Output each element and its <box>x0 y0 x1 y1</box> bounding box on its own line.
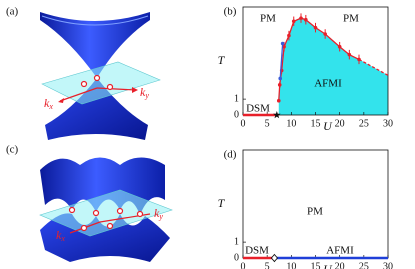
x-tick-label: 30 <box>383 118 393 129</box>
phase-label: PM <box>307 206 323 218</box>
x-tick-label: 15 <box>311 118 321 129</box>
k-symbol: k <box>154 206 160 220</box>
k-subscript: y <box>158 212 163 221</box>
x-tick-label: 20 <box>335 261 345 269</box>
phase-boundary <box>358 58 389 76</box>
phase-label: PM <box>260 13 276 25</box>
x-tick-label: 0 <box>241 261 246 269</box>
panel-label: (a) <box>6 6 19 18</box>
k-symbol: k <box>44 96 50 110</box>
phase-label: AFMI <box>326 245 354 257</box>
data-point <box>278 76 283 81</box>
k-subscript: y <box>144 91 149 100</box>
k-label: kx <box>56 228 65 243</box>
y-axis-label: T <box>218 53 226 67</box>
x-tick-label: 5 <box>265 261 270 269</box>
phase-region <box>359 59 388 115</box>
x-tick-label: 15 <box>311 261 321 269</box>
panel-label: (d) <box>224 149 237 161</box>
data-point <box>323 32 327 36</box>
x-tick-label: 20 <box>335 118 345 129</box>
k-symbol: k <box>56 228 62 242</box>
critical-point <box>270 253 279 263</box>
x-axis-label: U <box>323 119 333 133</box>
data-point <box>347 52 352 57</box>
phase-label: DSM <box>246 103 270 115</box>
data-point <box>280 41 285 46</box>
x-tick-label: 10 <box>286 261 296 269</box>
data-point <box>299 16 303 20</box>
x-tick-label: 25 <box>359 118 369 129</box>
data-point <box>313 25 318 30</box>
y-tick-label: 0 <box>234 252 239 263</box>
x-tick-label: 5 <box>265 118 270 129</box>
dirac-cone-illustration <box>40 12 161 140</box>
axes-frame <box>242 149 389 259</box>
multi-cone-illustration <box>39 157 173 262</box>
data-point <box>287 33 291 38</box>
x-tick-label: 30 <box>383 261 393 269</box>
x-tick-label: 0 <box>241 118 246 129</box>
phase-label: PM <box>343 13 359 25</box>
data-point <box>291 19 296 24</box>
critical-point <box>273 111 281 119</box>
data-point <box>337 44 342 49</box>
k-label: ky <box>154 206 163 221</box>
phase-diagram: 0 5 10 15 20 25 30 0 1 U T (d) PM DSM AFMI <box>218 149 393 269</box>
data-point <box>277 83 282 87</box>
k-subscript: x <box>48 102 53 111</box>
phase-diagram: 0 5 10 15 20 25 30 0 1 U T (b) PM PM AFMI DSM <box>218 6 393 133</box>
y-tick-label: 1 <box>234 236 239 247</box>
k-subscript: x <box>60 234 65 243</box>
panel-label: (c) <box>6 144 19 156</box>
data-point <box>282 44 286 49</box>
x-tick-label: 10 <box>286 118 296 129</box>
k-symbol: k <box>140 85 146 99</box>
phase-label: DSM <box>245 245 269 257</box>
x-tick-label: 25 <box>359 261 369 269</box>
x-axis-label: U <box>323 262 333 269</box>
phase-region <box>278 18 359 116</box>
y-axis-label: T <box>218 196 226 210</box>
phase-label: AFMI <box>314 78 342 90</box>
data-point <box>304 17 308 22</box>
y-tick-label: 0 <box>234 109 239 120</box>
y-tick-label: 1 <box>234 93 239 104</box>
panel-label: (b) <box>224 6 237 18</box>
k-label: kx <box>44 96 53 111</box>
phase-boundary <box>279 43 284 79</box>
k-label: ky <box>140 85 149 100</box>
data-point <box>276 98 281 103</box>
